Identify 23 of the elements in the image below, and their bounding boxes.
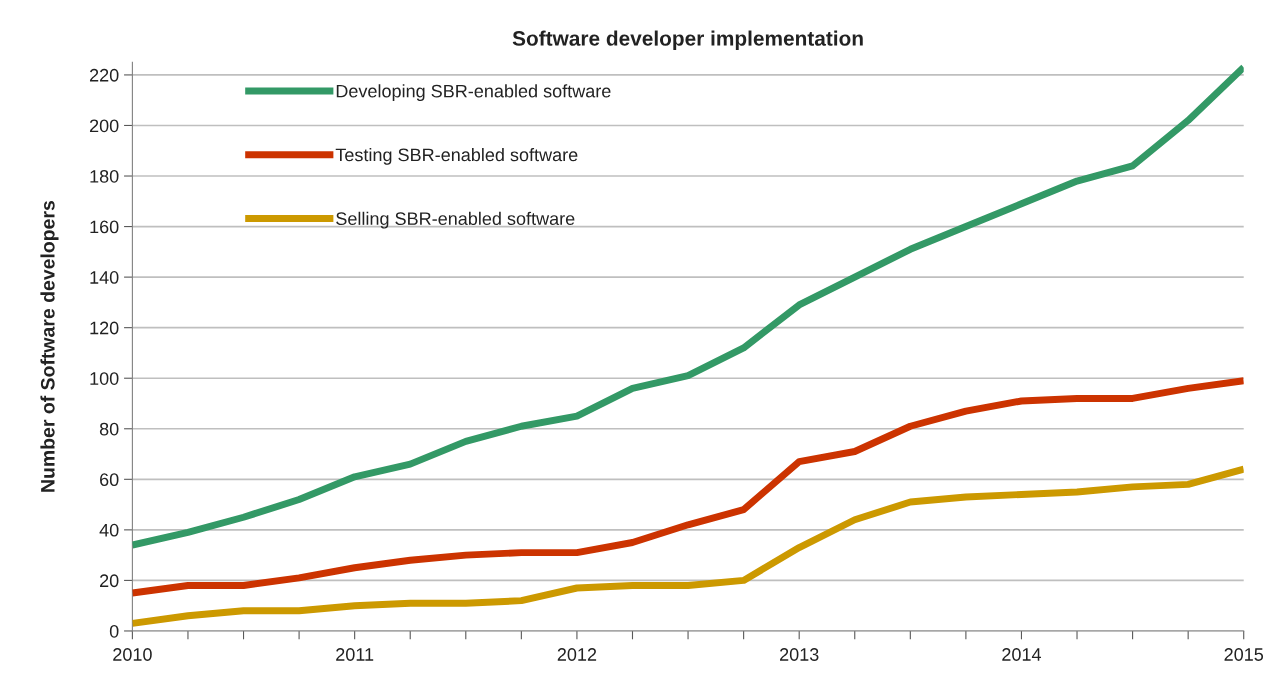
y-tick-label: 160 [90, 220, 119, 234]
y-tick-label: 120 [90, 321, 119, 335]
y-tick-label: 100 [90, 372, 119, 385]
x-tick-label: 2012 [557, 648, 597, 661]
y-axis-title: Number of Software developers [40, 201, 59, 492]
x-tick-label: 2014 [1002, 648, 1042, 661]
x-tick-label: 2013 [780, 648, 819, 661]
x-tick-label: 2015 [1224, 648, 1264, 661]
legend-label: Developing SBR-enabled software [336, 84, 611, 102]
y-tick-label: 40 [99, 523, 119, 537]
y-tick-label: 60 [100, 473, 119, 487]
legend-label: Testing SBR-enabled software [335, 148, 578, 165]
x-tick-label: 2010 [113, 648, 152, 661]
y-tick-label: 180 [90, 169, 119, 183]
y-tick-label: 220 [89, 68, 119, 82]
y-tick-label: 80 [99, 422, 119, 436]
chart-title: Software developer implementation [512, 30, 863, 50]
y-tick-label: 200 [89, 119, 119, 133]
y-tick-label: 20 [100, 574, 119, 588]
legend-label: Selling SBR-enabled software [336, 211, 575, 229]
x-tick-label: 2011 [336, 648, 374, 661]
y-tick-label: 140 [90, 271, 119, 284]
y-tick-label: 0 [109, 624, 119, 638]
